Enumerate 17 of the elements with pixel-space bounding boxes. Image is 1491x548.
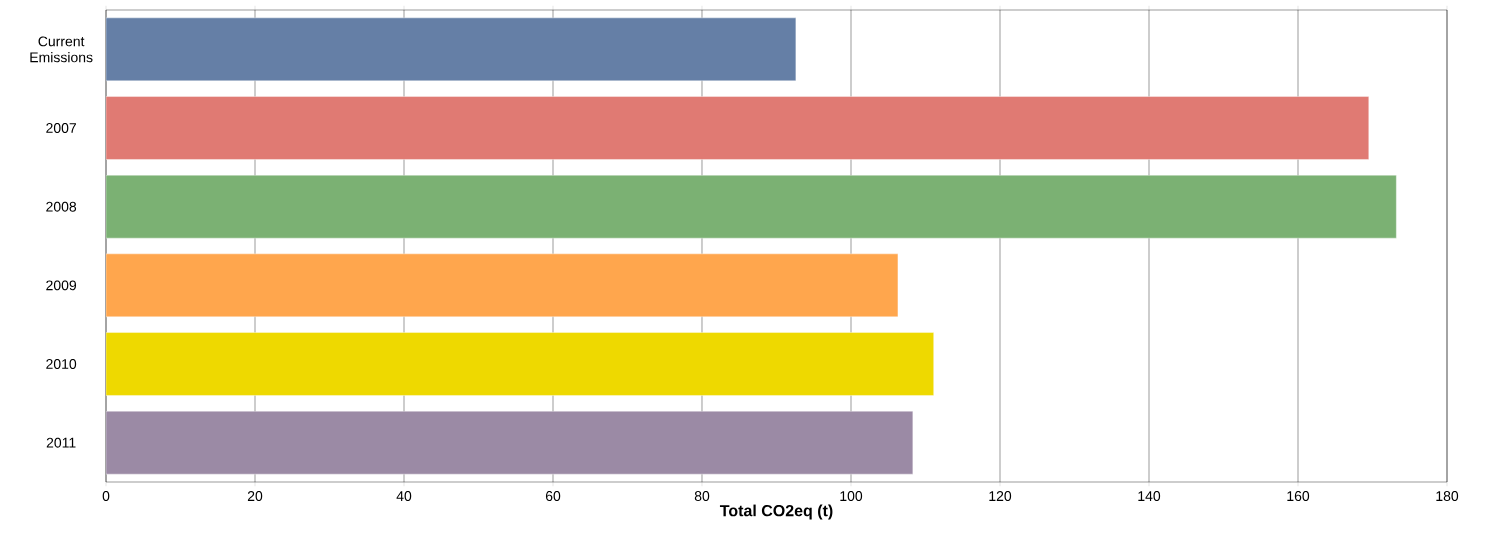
x-tick-label: 20 [247, 491, 263, 502]
x-tick-label: 180 [1436, 491, 1459, 502]
y-tick-label: 2010 [46, 359, 77, 369]
x-tick-label: 140 [1138, 491, 1161, 502]
x-tick-label: 0 [102, 491, 110, 502]
x-tick-label: 160 [1287, 491, 1310, 502]
y-tick-label: 2009 [46, 280, 77, 291]
x-tick-label: 60 [545, 491, 561, 502]
y-tick-label: 2008 [46, 201, 77, 212]
x-tick-label: 40 [396, 491, 412, 502]
y-tick-label: 2011 [46, 437, 76, 448]
y-tick-label: 2007 [46, 123, 76, 133]
y-tick-label: Current Emissions [30, 36, 93, 63]
x-tick-label: 100 [840, 491, 863, 502]
x-tick-label: 120 [989, 491, 1012, 502]
x-tick-label: 80 [694, 491, 710, 502]
x-axis-title: Total CO2eq (t) [719, 504, 833, 520]
